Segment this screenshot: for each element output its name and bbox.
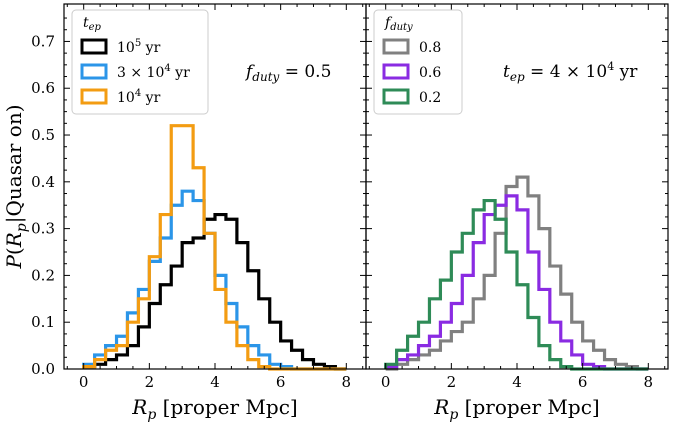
series-line-right-1 [384,194,649,371]
legend-swatch [382,63,410,80]
y-tick-label: 0.2 [31,266,55,284]
legend-swatch [80,63,108,80]
legend-label: 0.6 [419,65,441,81]
panel-left: 0 2 4 6 8 0.0 0.1 0.2 0.3 0.4 0.5 0.6 0.7 Rp [proper … [2,3,367,423]
x-axis-title: Rp [proper Mpc] [131,395,297,423]
x-tick-label: 2 [447,373,457,391]
x-tick-label: 4 [210,373,220,391]
series-line-left-2 [82,124,347,371]
x-tick-label: 6 [276,373,286,391]
legend-box [71,9,209,115]
y-tick-label: 0.5 [31,126,55,144]
x-tick-label: 8 [342,373,352,391]
legend-swatch [80,38,108,55]
legend-title: tep [83,15,102,33]
legend-label: 0.2 [419,90,441,106]
legend-label: 0.8 [419,40,441,56]
panel-annotation: tep = 4 × 104 yr [503,60,638,84]
x-tick-label: 2 [145,373,155,391]
legend-title: fduty [384,15,413,33]
legend-swatch [80,88,108,105]
x-tick-label: 8 [644,373,654,391]
series-line-right-2 [384,198,649,371]
y-tick-label: 0.6 [31,79,55,97]
legend-swatch [382,38,410,55]
y-tick-label: 0.0 [31,360,55,378]
legend-label: 105 yr [117,38,161,56]
panel-right: 0 2 4 6 8 Rp [proper Mpc] tep = 4 × 104 yr fdut… [365,3,669,423]
series-line-left-0 [82,212,347,371]
y-tick-label: 0.3 [31,220,55,238]
legend-swatch [382,88,410,105]
legend-left: tep 105 yr 3 × 104 yr 104 yr [71,9,209,115]
x-axis-title: Rp [proper Mpc] [433,395,599,423]
x-tick-label: 0 [381,373,391,391]
legend-label: 3 × 104 yr [117,63,190,81]
y-tick-label: 0.7 [31,32,55,50]
y-tick-label: 0.1 [31,313,55,331]
legend-box [373,9,463,115]
y-axis-title: P(Rp|Quasar on) [2,104,30,269]
legend-label: 104 yr [117,88,161,106]
y-tick-label: 0.4 [31,173,55,191]
x-tick-label: 4 [512,373,522,391]
x-tick-label: 6 [578,373,588,391]
panel-annotation: fduty = 0.5 [244,62,331,84]
legend-right: fduty 0.8 0.6 0.2 [373,9,463,115]
x-tick-label: 0 [79,373,89,391]
series-line-right-0 [385,175,649,371]
